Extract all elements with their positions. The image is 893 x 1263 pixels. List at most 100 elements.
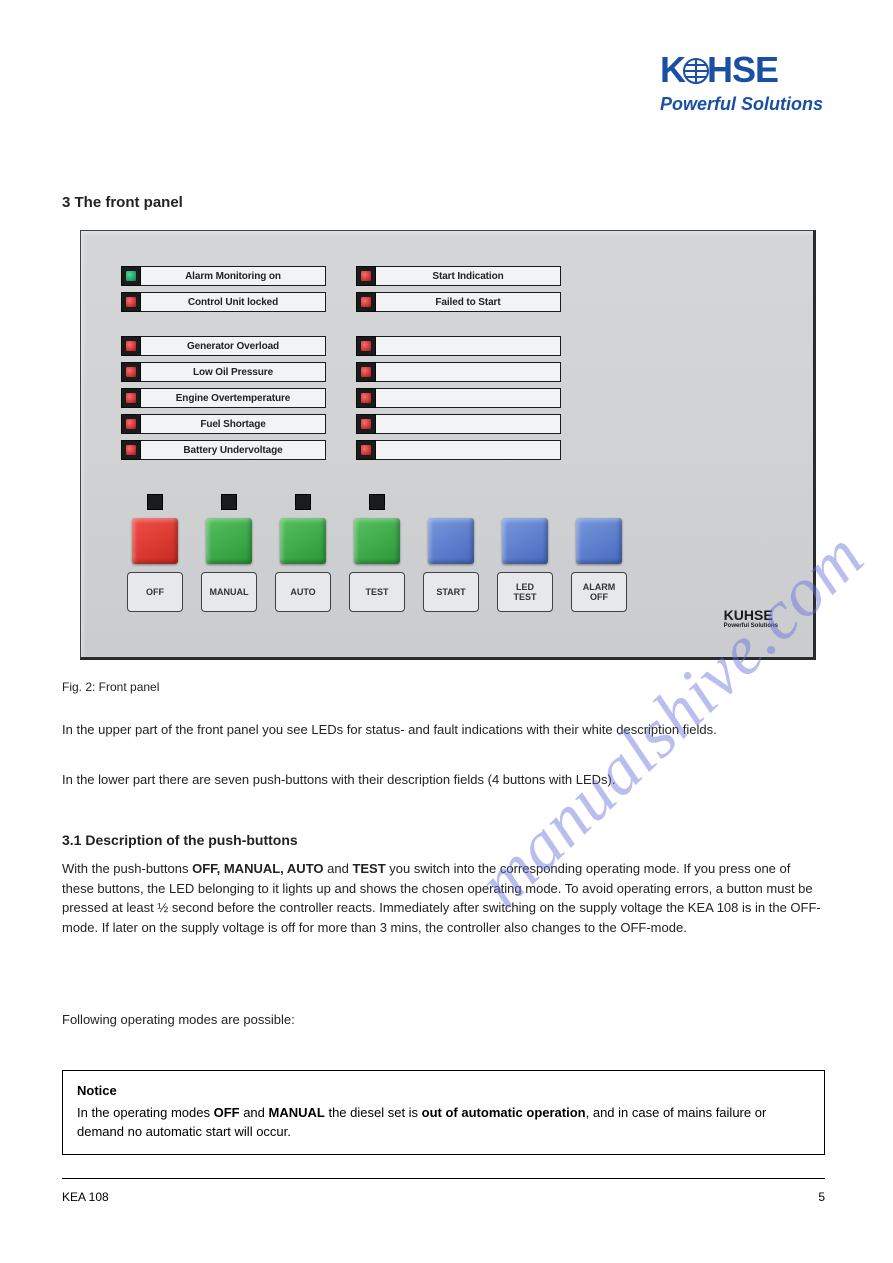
led-control-locked bbox=[121, 292, 141, 312]
text: the diesel set is bbox=[325, 1105, 422, 1120]
indicator-label: Start Indication bbox=[376, 266, 561, 286]
led-overtemp bbox=[121, 388, 141, 408]
indicator-label: Fuel Shortage bbox=[141, 414, 326, 434]
indicator-row bbox=[356, 440, 561, 460]
text-bold: MANUAL bbox=[269, 1105, 325, 1120]
led-failed-start bbox=[356, 292, 376, 312]
notice-title: Notice bbox=[77, 1083, 810, 1098]
btn-stack-test: TEST bbox=[349, 494, 405, 612]
indicator-row: Failed to Start bbox=[356, 292, 561, 312]
mode-led-auto bbox=[295, 494, 311, 510]
body-p1: In the upper part of the front panel you… bbox=[62, 720, 825, 740]
btn-stack-led-test: LED TEST bbox=[497, 494, 553, 612]
panel-logo-name: KUHSE bbox=[724, 607, 778, 623]
button-label: LED TEST bbox=[497, 572, 553, 612]
led-test-button[interactable] bbox=[502, 518, 548, 564]
mode-led-manual bbox=[221, 494, 237, 510]
button-row: OFF MANUAL AUTO TEST START bbox=[121, 494, 773, 612]
indicator-label bbox=[376, 336, 561, 356]
body-p2: In the lower part there are seven push-b… bbox=[62, 770, 825, 790]
body-p3: With the push-buttons OFF, MANUAL, AUTO … bbox=[62, 859, 825, 937]
led-alarm-monitoring bbox=[121, 266, 141, 286]
text: With the push-buttons bbox=[62, 861, 192, 876]
indicator-row bbox=[356, 414, 561, 434]
led-batt-undervolt bbox=[121, 440, 141, 460]
start-button[interactable] bbox=[428, 518, 474, 564]
alarm-off-button[interactable] bbox=[576, 518, 622, 564]
manual-button[interactable] bbox=[206, 518, 252, 564]
footer-rule bbox=[62, 1178, 825, 1179]
device-panel: Alarm Monitoring on Control Unit locked … bbox=[80, 230, 816, 660]
brand-name: KHSE bbox=[660, 52, 823, 88]
body-section-3-1: 3.1 Description of the push-buttons With… bbox=[62, 830, 825, 937]
footer-left: KEA 108 bbox=[62, 1190, 109, 1204]
body-p4: Following operating modes are possible: bbox=[62, 1010, 825, 1030]
indicator-col-left: Alarm Monitoring on Control Unit locked … bbox=[121, 266, 326, 466]
panel-logo-tagline: Powerful Solutions bbox=[724, 623, 778, 629]
indicator-row: Start Indication bbox=[356, 266, 561, 286]
led-fuel-short bbox=[121, 414, 141, 434]
indicator-row bbox=[356, 336, 561, 356]
indicator-row: Engine Overtemperature bbox=[121, 388, 326, 408]
btn-stack-off: OFF bbox=[127, 494, 183, 612]
mode-led-off bbox=[147, 494, 163, 510]
btn-stack-alarm-off: ALARM OFF bbox=[571, 494, 627, 612]
indicator-row: Fuel Shortage bbox=[121, 414, 326, 434]
led-spare bbox=[356, 414, 376, 434]
indicator-label: Failed to Start bbox=[376, 292, 561, 312]
indicator-row bbox=[356, 388, 561, 408]
button-label: AUTO bbox=[275, 572, 331, 612]
panel-logo: KUHSE Powerful Solutions bbox=[724, 607, 778, 629]
indicator-row: Control Unit locked bbox=[121, 292, 326, 312]
indicator-row: Generator Overload bbox=[121, 336, 326, 356]
button-label: TEST bbox=[349, 572, 405, 612]
btn-stack-start: START bbox=[423, 494, 479, 612]
indicator-label: Engine Overtemperature bbox=[141, 388, 326, 408]
led-gen-overload bbox=[121, 336, 141, 356]
indicator-row bbox=[356, 362, 561, 382]
indicator-label bbox=[376, 362, 561, 382]
notice-body: In the operating modes OFF and MANUAL th… bbox=[77, 1104, 810, 1142]
indicator-label: Battery Undervoltage bbox=[141, 440, 326, 460]
brand-logo: KHSE Powerful Solutions bbox=[660, 52, 823, 115]
led-spare bbox=[356, 362, 376, 382]
indicator-grid: Alarm Monitoring on Control Unit locked … bbox=[121, 266, 773, 466]
indicator-row: Low Oil Pressure bbox=[121, 362, 326, 382]
notice-box: Notice In the operating modes OFF and MA… bbox=[62, 1070, 825, 1155]
led-spare bbox=[356, 388, 376, 408]
indicator-label bbox=[376, 440, 561, 460]
brand-tagline: Powerful Solutions bbox=[660, 94, 823, 115]
indicator-label: Alarm Monitoring on bbox=[141, 266, 326, 286]
text-bold: OFF bbox=[214, 1105, 240, 1120]
button-label: OFF bbox=[127, 572, 183, 612]
text-bold: OFF, MANUAL, AUTO bbox=[192, 861, 323, 876]
indicator-label: Low Oil Pressure bbox=[141, 362, 326, 382]
test-button[interactable] bbox=[354, 518, 400, 564]
text: and bbox=[324, 861, 353, 876]
indicator-label bbox=[376, 414, 561, 434]
figure-caption: Fig. 2: Front panel bbox=[62, 680, 159, 694]
footer-page-number: 5 bbox=[818, 1190, 825, 1204]
text-bold: out of automatic operation bbox=[422, 1105, 586, 1120]
page: KHSE Powerful Solutions 3 The front pane… bbox=[0, 0, 893, 1263]
text-bold: TEST bbox=[352, 861, 385, 876]
indicator-col-right: Start Indication Failed to Start bbox=[356, 266, 561, 466]
mode-led-test bbox=[369, 494, 385, 510]
sub-heading: 3.1 Description of the push-buttons bbox=[62, 830, 825, 851]
off-button[interactable] bbox=[132, 518, 178, 564]
button-label: MANUAL bbox=[201, 572, 257, 612]
indicator-row: Alarm Monitoring on bbox=[121, 266, 326, 286]
auto-button[interactable] bbox=[280, 518, 326, 564]
btn-stack-manual: MANUAL bbox=[201, 494, 257, 612]
button-label: START bbox=[423, 572, 479, 612]
button-label: ALARM OFF bbox=[571, 572, 627, 612]
indicator-label: Generator Overload bbox=[141, 336, 326, 356]
led-spare bbox=[356, 440, 376, 460]
led-spare bbox=[356, 336, 376, 356]
led-low-oil bbox=[121, 362, 141, 382]
indicator-label: Control Unit locked bbox=[141, 292, 326, 312]
indicator-row: Battery Undervoltage bbox=[121, 440, 326, 460]
globe-icon bbox=[683, 58, 709, 84]
btn-stack-auto: AUTO bbox=[275, 494, 331, 612]
indicator-label bbox=[376, 388, 561, 408]
